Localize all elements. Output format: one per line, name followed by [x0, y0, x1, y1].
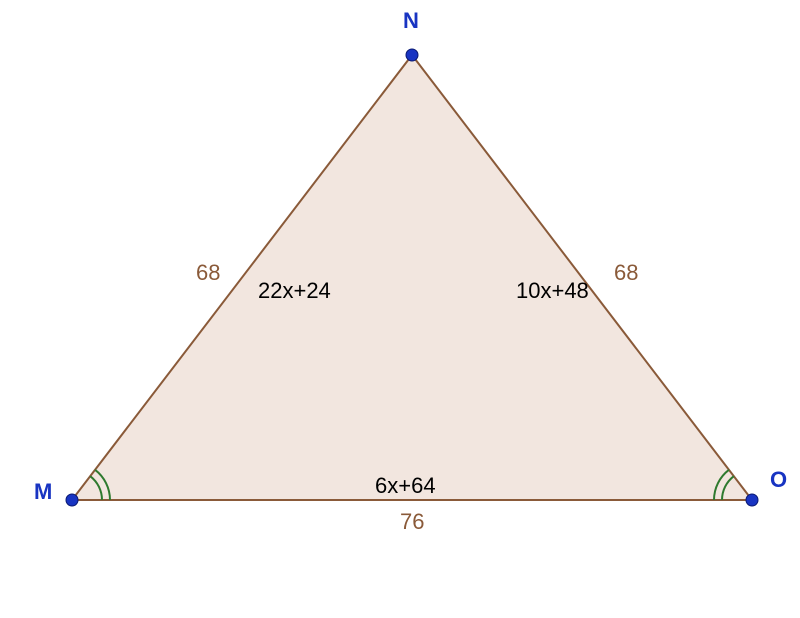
side-right-outer-label: 68: [614, 260, 638, 285]
side-right-inner-label: 10x+48: [516, 278, 589, 303]
vertex-M-marker: [66, 494, 78, 506]
vertex-N-label: N: [403, 8, 419, 33]
side-base-outer-label: 76: [400, 509, 424, 534]
side-left-inner-label: 22x+24: [258, 278, 331, 303]
triangle-diagram: N M O 68 68 76 22x+24 10x+48 6x+64: [0, 0, 800, 618]
vertex-M-label: M: [34, 479, 52, 504]
side-base-inner-label: 6x+64: [375, 473, 436, 498]
side-left-outer-label: 68: [196, 260, 220, 285]
triangle-fill: [72, 55, 752, 500]
vertex-O-marker: [746, 494, 758, 506]
vertex-N-marker: [406, 49, 418, 61]
vertex-O-label: O: [770, 467, 787, 492]
